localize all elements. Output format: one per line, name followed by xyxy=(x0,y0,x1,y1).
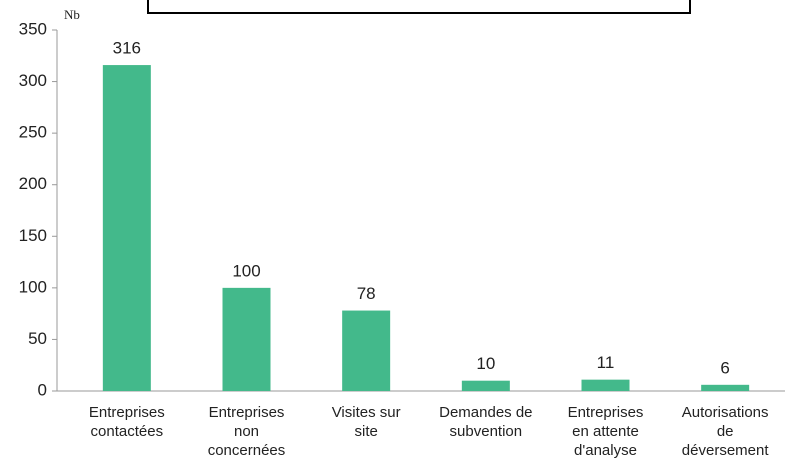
y-tick-label: 350 xyxy=(19,19,47,38)
data-label: 11 xyxy=(597,353,615,372)
x-tick-line: Entreprises xyxy=(568,404,644,421)
bar xyxy=(701,384,750,391)
x-tick-label: Visites sur site xyxy=(332,404,401,440)
x-tick-label: Entreprises contactées xyxy=(89,404,165,440)
x-tick-line: déversement xyxy=(682,442,770,459)
x-tick-line: Entreprises xyxy=(209,404,285,421)
header-box xyxy=(147,0,691,14)
y-axis-label: Nb xyxy=(64,7,80,22)
x-tick-label: Autorisations de déversement xyxy=(682,404,770,459)
y-tick-label: 200 xyxy=(19,174,47,193)
data-label: 100 xyxy=(232,261,260,280)
x-tick-line: d'analyse xyxy=(574,442,637,459)
bar xyxy=(581,379,630,391)
x-tick-line: concernées xyxy=(208,442,286,459)
x-tick-line: de xyxy=(717,423,734,440)
bar xyxy=(222,287,271,391)
data-label: 6 xyxy=(720,358,729,377)
x-tick-line: subvention xyxy=(450,423,523,440)
x-tick-label: Demandes de subvention xyxy=(439,404,532,440)
y-tick-label: 100 xyxy=(19,277,47,296)
x-tick-line: Visites sur xyxy=(332,404,401,421)
y-tick-label: 0 xyxy=(38,380,47,399)
data-label: 10 xyxy=(476,354,495,373)
x-tick-line: non xyxy=(234,423,259,440)
x-tick-line: Autorisations xyxy=(682,404,769,421)
bar xyxy=(342,310,391,391)
bar xyxy=(461,380,510,391)
x-tick-line: Demandes de xyxy=(439,404,532,421)
y-tick-label: 300 xyxy=(19,71,47,90)
data-label: 78 xyxy=(357,284,376,303)
x-tick-line: site xyxy=(354,423,377,440)
x-tick-label: Entreprises en attente d'analyse xyxy=(568,404,644,459)
x-tick-line: en attente xyxy=(572,423,639,440)
y-tick-label: 150 xyxy=(19,226,47,245)
data-label: 316 xyxy=(113,39,141,58)
y-tick-label: 50 xyxy=(28,329,47,348)
x-tick-label: Entreprises non concernées xyxy=(208,404,286,459)
y-tick-label: 250 xyxy=(19,123,47,142)
bar xyxy=(102,65,151,391)
x-tick-line: Entreprises xyxy=(89,404,165,421)
x-tick-line: contactées xyxy=(91,423,164,440)
